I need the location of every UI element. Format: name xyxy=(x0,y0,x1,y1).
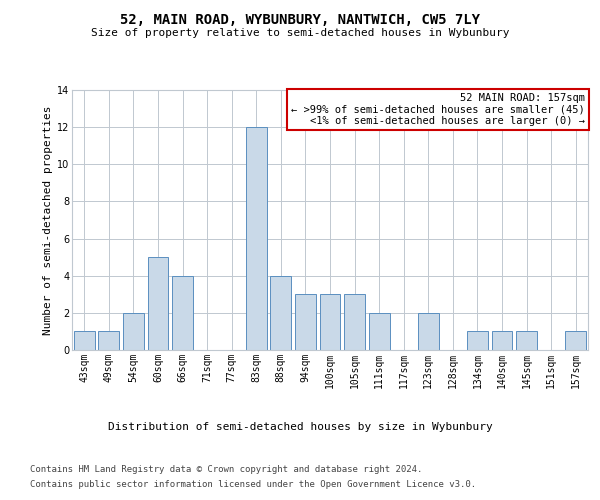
Text: 52 MAIN ROAD: 157sqm
← >99% of semi-detached houses are smaller (45)
<1% of semi: 52 MAIN ROAD: 157sqm ← >99% of semi-deta… xyxy=(292,93,585,126)
Text: Size of property relative to semi-detached houses in Wybunbury: Size of property relative to semi-detach… xyxy=(91,28,509,38)
Bar xyxy=(295,294,316,350)
Bar xyxy=(491,332,512,350)
Bar xyxy=(565,332,586,350)
Bar xyxy=(74,332,95,350)
Text: Contains HM Land Registry data © Crown copyright and database right 2024.: Contains HM Land Registry data © Crown c… xyxy=(30,465,422,474)
Bar xyxy=(172,276,193,350)
Bar xyxy=(98,332,119,350)
Text: Contains public sector information licensed under the Open Government Licence v3: Contains public sector information licen… xyxy=(30,480,476,489)
Bar xyxy=(344,294,365,350)
Bar xyxy=(467,332,488,350)
Bar xyxy=(516,332,537,350)
Bar xyxy=(418,313,439,350)
Bar xyxy=(271,276,292,350)
Bar xyxy=(320,294,340,350)
Text: 52, MAIN ROAD, WYBUNBURY, NANTWICH, CW5 7LY: 52, MAIN ROAD, WYBUNBURY, NANTWICH, CW5 … xyxy=(120,12,480,26)
Bar xyxy=(368,313,389,350)
Text: Distribution of semi-detached houses by size in Wybunbury: Distribution of semi-detached houses by … xyxy=(107,422,493,432)
Bar xyxy=(246,127,267,350)
Y-axis label: Number of semi-detached properties: Number of semi-detached properties xyxy=(43,106,53,335)
Bar xyxy=(123,313,144,350)
Bar xyxy=(148,257,169,350)
